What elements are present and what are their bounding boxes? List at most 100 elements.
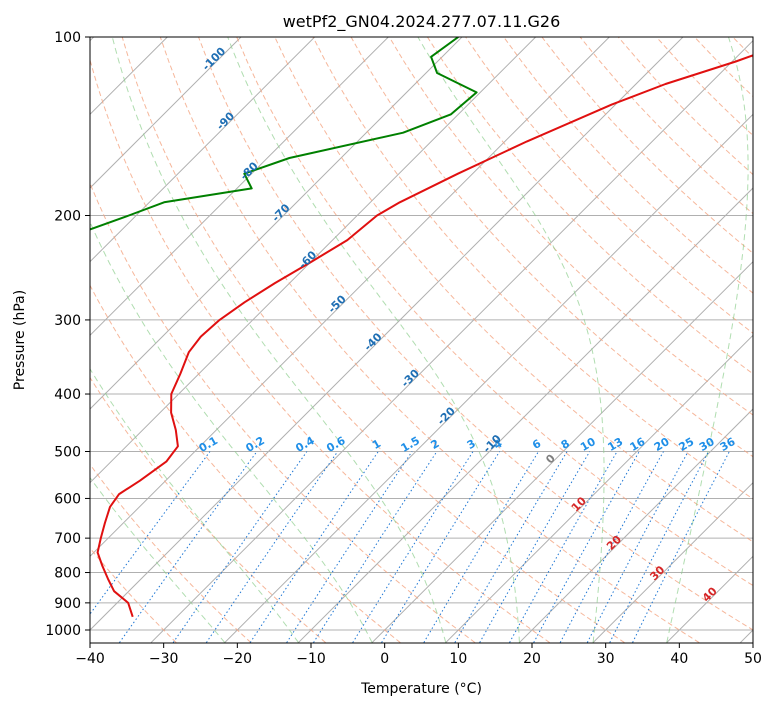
mixing-ratio-line [90, 451, 211, 615]
y-tick-label: 400 [54, 387, 81, 403]
isotherm-label: -30 [399, 366, 422, 389]
mixing-ratio-label: 1 [370, 437, 383, 452]
mixing-ratio-line [454, 451, 568, 643]
mixing-ratio-label: 2 [429, 437, 442, 452]
dry-adiabat-line [198, 37, 753, 631]
x-tick-label: −20 [223, 651, 253, 667]
x-tick-label: −40 [75, 651, 105, 667]
y-tick-label: 700 [54, 531, 81, 547]
dry-adiabat-line [90, 547, 177, 643]
mixing-ratio-line [119, 451, 258, 643]
x-tick-label: 50 [744, 651, 762, 667]
dry-adiabat-line [312, 37, 753, 500]
isotherm-line [445, 334, 753, 643]
dry-adiabat-line [236, 37, 753, 587]
x-tick-label: 40 [670, 651, 688, 667]
mixing-ratio-line [313, 451, 438, 643]
isotherm-line [90, 37, 463, 410]
x-tick-label: 0 [380, 651, 389, 667]
dry-adiabat-line [694, 37, 753, 98]
isotherm-label: -90 [214, 109, 237, 132]
mixing-ratio-line [172, 451, 308, 643]
isotherm-line [90, 37, 389, 337]
moist-adiabat-line [90, 476, 226, 643]
moist-adiabat-line [417, 37, 605, 643]
y-tick-label: 500 [54, 444, 81, 460]
y-tick-label: 800 [54, 566, 81, 582]
y-tick-label: 100 [54, 30, 81, 46]
moist-adiabat-line [227, 37, 520, 643]
chart-title: wetPf2_GN04.2024.277.07.11.G26 [283, 12, 561, 32]
isotherm-label: -40 [361, 330, 384, 353]
isotherm-label: -50 [326, 292, 349, 315]
y-tick-label: 600 [54, 491, 81, 507]
axes: −40 −30 −20 −10 0 10 20 30 40 50 100 200 300 400 500 60… [45, 30, 762, 667]
x-tick-label: 30 [597, 651, 615, 667]
isotherm-label: 10 [569, 494, 589, 514]
dry-adiabat-line [159, 37, 700, 643]
x-tick-label: −30 [149, 651, 179, 667]
mixing-ratio-label: 6 [530, 437, 543, 452]
dry-adiabat-line [426, 37, 753, 375]
mixing-ratio-line [423, 451, 539, 643]
temperature-profile [96, 54, 753, 618]
isotherm-line [666, 555, 753, 643]
dry-adiabat-line [90, 376, 326, 643]
dry-adiabat-line [388, 37, 753, 416]
mixing-ratio-line [205, 451, 339, 643]
x-tick-label: −10 [296, 651, 326, 667]
isotherm-line [224, 113, 753, 643]
dry-adiabat-line [465, 37, 753, 334]
x-tick-label: 20 [523, 651, 541, 667]
y-tick-label: 900 [54, 596, 81, 612]
isotherm-line [90, 37, 537, 484]
isotherm-line [740, 629, 753, 643]
sounding-profiles [90, 37, 753, 618]
line-labels: 0.1 0.2 0.4 0.6 1 1.5 2 3 4 6 8 10 13 16 20 25 30 36-100-… [197, 44, 738, 604]
y-axis-label: Pressure (hPa) [12, 290, 28, 390]
isotherm-label: -70 [269, 201, 292, 224]
dry-adiabat-line [503, 37, 753, 294]
mixing-ratio-line [509, 451, 618, 643]
dry-adiabat-line [90, 463, 252, 643]
dry-adiabat-line [90, 284, 401, 643]
dry-adiabat-line [617, 37, 753, 176]
mixing-ratio-line [381, 451, 501, 643]
isotherm-line [150, 39, 753, 643]
moist-adiabat-line [90, 220, 373, 643]
dry-adiabat-line [274, 37, 753, 543]
x-axis-label: Temperature (°C) [360, 681, 482, 697]
moist-adiabat-line [90, 367, 299, 643]
dry-adiabat-line [90, 181, 476, 643]
dry-adiabat-line [771, 37, 775, 643]
y-tick-label: 200 [54, 209, 81, 225]
isotherm-line [371, 260, 753, 643]
isotherm-label: -20 [435, 404, 458, 427]
isotherm-line [519, 408, 753, 643]
mixing-ratio-line [559, 451, 664, 643]
isotherm-label: 40 [700, 584, 720, 604]
dewpoint-profile [90, 37, 478, 231]
isotherm-line [90, 37, 316, 263]
isotherm-label: 20 [604, 533, 624, 553]
background-lines [90, 37, 775, 643]
isotherm-line [90, 37, 242, 189]
mixing-ratio-line [286, 451, 413, 643]
dry-adiabat-line [121, 37, 625, 643]
mixing-ratio-line [533, 451, 640, 643]
isotherm-label: -100 [200, 44, 229, 73]
isotherm-label: 30 [647, 563, 667, 583]
moist-adiabat-line [666, 37, 749, 643]
mixing-ratio-line [609, 451, 710, 643]
dry-adiabat-line [90, 57, 550, 643]
mixing-ratio-line [352, 451, 474, 643]
y-tick-label: 300 [54, 313, 81, 329]
isotherm-line [90, 37, 610, 558]
mixing-ratio-line [249, 451, 379, 643]
isotherm-line [90, 37, 684, 631]
mixing-ratio-line [586, 451, 689, 643]
x-tick-label: 10 [449, 651, 467, 667]
mixing-ratio-line [632, 451, 730, 643]
plot-frame [89, 36, 754, 644]
